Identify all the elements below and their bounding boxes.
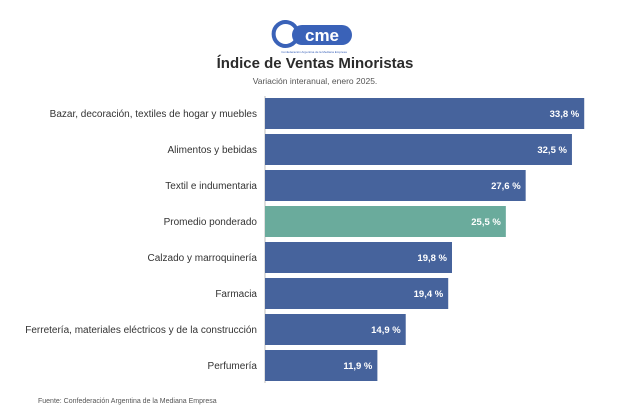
value-label: 32,5 % bbox=[537, 145, 567, 156]
value-label: 14,9 % bbox=[371, 325, 401, 336]
bar bbox=[265, 314, 406, 345]
category-label: Calzado y marroquinería bbox=[148, 253, 258, 264]
value-label: 33,8 % bbox=[550, 109, 580, 120]
bar-chart: Bazar, decoración, textiles de hogar y m… bbox=[25, 96, 585, 383]
category-label: Perfumería bbox=[208, 361, 258, 372]
bar bbox=[265, 206, 506, 237]
category-label: Alimentos y bebidas bbox=[168, 145, 258, 156]
bar bbox=[265, 170, 526, 201]
bar bbox=[265, 134, 572, 165]
value-label: 11,9 % bbox=[343, 361, 373, 372]
chart-subtitle: Variación interanual, enero 2025. bbox=[252, 76, 378, 86]
category-label: Textil e indumentaria bbox=[165, 181, 257, 192]
bar bbox=[265, 350, 378, 381]
logo-box bbox=[292, 25, 352, 45]
source-note: Fuente: Confederación Argentina de la Me… bbox=[38, 398, 217, 405]
chart-title: Índice de Ventas Minoristas bbox=[216, 55, 414, 72]
value-label: 19,4 % bbox=[414, 289, 444, 300]
value-label: 25,5 % bbox=[471, 217, 501, 228]
bar bbox=[265, 98, 585, 129]
bar bbox=[265, 278, 449, 309]
cme-logo: cme Confederación Argentina de la Median… bbox=[271, 20, 352, 54]
category-label: Promedio ponderado bbox=[164, 217, 258, 228]
bar bbox=[265, 242, 452, 273]
logo-swoosh bbox=[271, 20, 298, 48]
category-label: Bazar, decoración, textiles de hogar y m… bbox=[50, 109, 257, 120]
logo-tagline: Confederación Argentina de la Mediana Em… bbox=[281, 50, 347, 54]
category-label: Ferretería, materiales eléctricos y de l… bbox=[25, 325, 257, 336]
value-label: 27,6 % bbox=[491, 181, 521, 192]
logo-text: cme bbox=[305, 26, 339, 45]
value-label: 19,8 % bbox=[417, 253, 447, 264]
category-label: Farmacia bbox=[215, 289, 257, 300]
